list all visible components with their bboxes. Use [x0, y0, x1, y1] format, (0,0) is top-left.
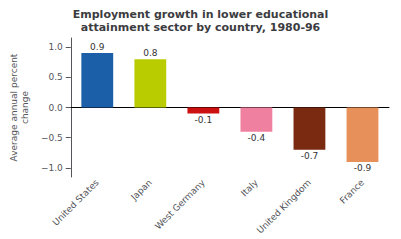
svg-text:Employment growth in lower edu: Employment growth in lower educational — [73, 8, 328, 21]
svg-text:Italy: Italy — [239, 177, 260, 198]
svg-text:-0.9: -0.9 — [354, 163, 372, 173]
svg-text:West Germany: West Germany — [153, 177, 207, 231]
svg-text:attainment sector by country,: attainment sector by country, 1980-96 — [81, 21, 321, 34]
svg-text:-0.1: -0.1 — [195, 115, 213, 125]
svg-text:0.9: 0.9 — [90, 42, 105, 52]
svg-text:-0.7: -0.7 — [301, 151, 319, 161]
svg-text:change: change — [20, 90, 30, 124]
svg-text:0.0: 0.0 — [48, 103, 63, 113]
svg-text:Japan: Japan — [128, 177, 154, 203]
svg-text:Average annual percent: Average annual percent — [9, 53, 19, 161]
svg-text:United Kingdom: United Kingdom — [255, 177, 313, 235]
svg-text:−0.5: −0.5 — [41, 133, 63, 143]
svg-text:-0.4: -0.4 — [248, 133, 266, 143]
svg-text:United States: United States — [51, 177, 101, 227]
svg-text:1.0: 1.0 — [48, 42, 63, 52]
svg-text:0.8: 0.8 — [143, 48, 158, 58]
svg-text:−1.0: −1.0 — [41, 163, 63, 173]
svg-text:0.5: 0.5 — [48, 72, 62, 82]
svg-text:France: France — [338, 177, 367, 206]
